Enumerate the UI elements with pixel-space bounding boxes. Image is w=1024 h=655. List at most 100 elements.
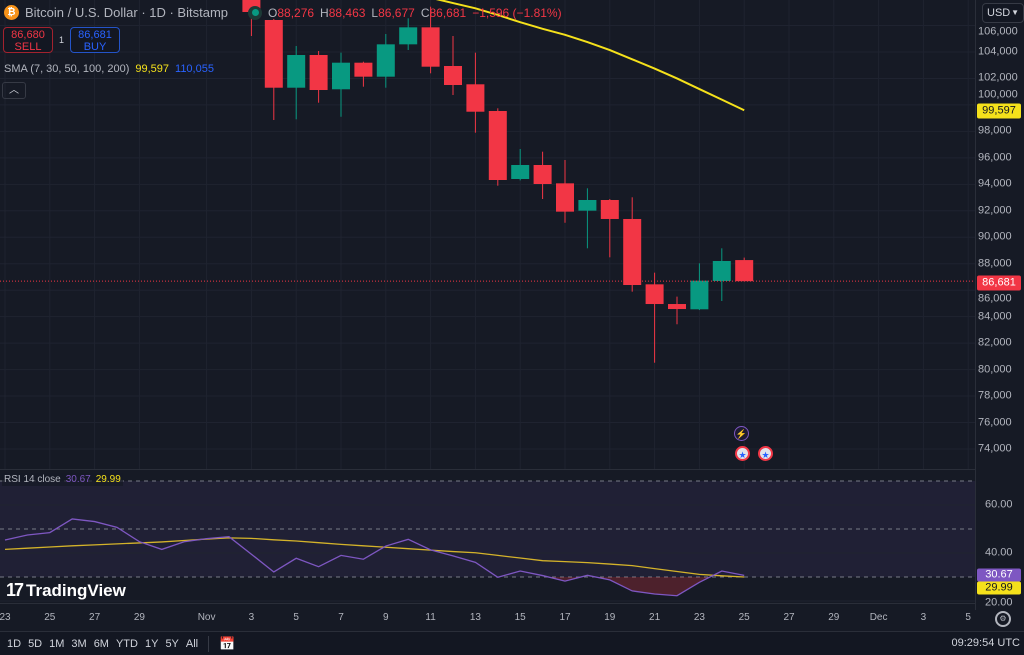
- candle-body: [556, 183, 574, 212]
- candle: [309, 50, 328, 103]
- price-tick-label: 104,000: [978, 45, 1018, 58]
- us-flag-event-icon[interactable]: ★: [758, 446, 773, 461]
- sell-button[interactable]: 86,680 SELL: [3, 27, 53, 53]
- symbol-title[interactable]: Bitcoin / U.S. Dollar · 1D · Bitstamp: [25, 5, 228, 20]
- range-button-6m[interactable]: 6M: [93, 637, 109, 650]
- sma-legend[interactable]: SMA (7, 30, 50, 100, 200) 99,597 110,055: [4, 63, 214, 75]
- range-button-1m[interactable]: 1M: [49, 637, 65, 650]
- calendar-goto-icon[interactable]: 📅: [219, 635, 236, 651]
- rsi-tick-label: 20.00: [985, 596, 1013, 609]
- rsi-value: 30.67: [65, 474, 91, 485]
- date-tick-label: 15: [514, 612, 526, 623]
- candle: [668, 296, 686, 325]
- candle-body: [578, 199, 597, 211]
- candle: [690, 263, 709, 311]
- date-tick-label: 11: [425, 612, 436, 623]
- price-tick-label: 82,000: [978, 336, 1012, 349]
- open-value: 88,276: [277, 5, 315, 20]
- lightning-event-icon[interactable]: ⚡: [734, 426, 749, 441]
- candle-body: [399, 27, 418, 45]
- market-status-icon[interactable]: [248, 5, 262, 20]
- candle: [399, 18, 418, 51]
- price-tick-label: 102,000: [978, 71, 1018, 84]
- range-button-1y[interactable]: 1Y: [144, 637, 159, 650]
- buy-label: BUY: [83, 41, 107, 53]
- candle-body: [376, 44, 395, 77]
- candle-body: [690, 280, 709, 310]
- candle-body: [600, 199, 619, 219]
- price-tick-label: 98,000: [978, 124, 1012, 137]
- price-tick-label: 106,000: [978, 25, 1018, 38]
- candle-body: [421, 27, 440, 67]
- candle-body: [735, 260, 754, 282]
- low-label: L: [371, 5, 379, 20]
- open-label: O: [268, 5, 278, 20]
- collapse-legend-button[interactable]: ︿: [2, 82, 26, 99]
- sell-label: SELL: [14, 41, 42, 53]
- price-tick-label: 90,000: [978, 230, 1012, 243]
- sma-value-2: 110,055: [175, 63, 214, 75]
- date-tick-label: 23: [693, 612, 705, 623]
- range-button-5d[interactable]: 5D: [28, 637, 43, 650]
- date-tick-label: 21: [649, 612, 661, 623]
- range-button-1d[interactable]: 1D: [7, 637, 22, 650]
- rsi-legend[interactable]: RSI 14 close 30.67 29.99: [2, 473, 123, 486]
- candle: [511, 148, 530, 181]
- ohlc-values: O88,276 H88,463 L86,677 C86,681 −1,596 (…: [268, 6, 562, 20]
- currency-select[interactable]: USD ▼: [982, 3, 1024, 23]
- range-button-ytd[interactable]: YTD: [115, 637, 138, 650]
- price-tick-label: 74,000: [978, 442, 1012, 455]
- low-value: 86,677: [378, 5, 415, 20]
- candle-body: [354, 62, 373, 77]
- rsi-ma-line: [4, 537, 745, 578]
- range-button-3m[interactable]: 3M: [71, 637, 87, 650]
- price-tick-label: 94,000: [978, 177, 1012, 190]
- tradingview-logo-icon: 17: [6, 580, 24, 600]
- spread-value: 1: [59, 35, 65, 45]
- price-tick-label: 84,000: [978, 310, 1012, 323]
- us-flag-event-icon[interactable]: ★: [735, 446, 750, 461]
- bitcoin-icon: ₿: [4, 5, 19, 20]
- date-tick-label: 25: [738, 612, 750, 623]
- date-tick-label: 27: [783, 612, 795, 623]
- rsi-ma-value: 29.99: [95, 474, 121, 485]
- range-buttons: 1D 5D 1M 3M 6M YTD 1Y 5Y All: [0, 638, 198, 650]
- candle-body: [332, 62, 350, 90]
- candle: [332, 52, 350, 117]
- buy-price: 86,681: [78, 29, 112, 41]
- candle: [735, 257, 754, 282]
- range-button-5y[interactable]: 5Y: [165, 637, 179, 650]
- date-tick-label: Nov: [197, 612, 216, 623]
- close-label: C: [420, 5, 430, 20]
- buy-button[interactable]: 86,681 BUY: [70, 27, 120, 53]
- candle: [712, 248, 731, 302]
- symbol-legend: ₿ Bitcoin / U.S. Dollar · 1D · Bitstamp …: [4, 5, 562, 20]
- clock-time[interactable]: 09:29:54 UTC: [951, 637, 1020, 649]
- range-button-all[interactable]: All: [185, 637, 199, 650]
- candle: [556, 159, 574, 223]
- candle: [466, 52, 485, 133]
- date-tick-label: 3: [248, 612, 255, 623]
- tradingview-logo[interactable]: 17 TradingView: [6, 580, 126, 601]
- date-tick-label: 5: [965, 612, 971, 623]
- price-tick-label: 76,000: [978, 416, 1012, 429]
- change-value: −1,596 (−1.81%): [472, 5, 562, 20]
- high-value: 88,463: [328, 5, 366, 20]
- candle: [533, 151, 552, 200]
- price-tick-label: 80,000: [978, 363, 1012, 376]
- date-tick-label: 13: [469, 612, 481, 623]
- rsi-tick-label: 40.00: [985, 546, 1013, 559]
- chevron-up-icon: ︿: [9, 85, 19, 96]
- date-tick-label: 3: [920, 612, 927, 623]
- chevron-down-icon: ▼: [1011, 8, 1019, 17]
- date-tick-label: 29: [133, 612, 145, 623]
- price-tick-label: 88,000: [978, 257, 1012, 270]
- price-tick-label: 100,000: [978, 88, 1018, 101]
- price-pane[interactable]: [0, 0, 976, 470]
- settings-gear-icon[interactable]: ⚙: [995, 611, 1011, 627]
- rsi-label: RSI 14 close: [4, 474, 61, 485]
- candle-body: [645, 284, 664, 305]
- date-tick-label: 25: [44, 612, 56, 623]
- rsi-ma-value-label: 29.99: [977, 581, 1021, 595]
- date-tick-label: 17: [559, 612, 571, 623]
